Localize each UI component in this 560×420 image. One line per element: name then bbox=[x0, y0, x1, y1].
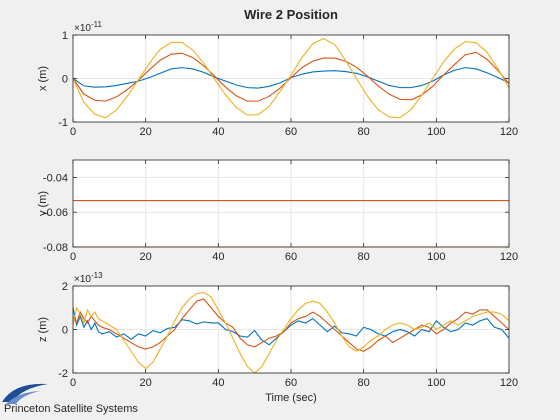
x-tick-label: 100 bbox=[427, 126, 445, 138]
x-tick-label: 100 bbox=[427, 377, 445, 389]
y-axis-label: x (m) bbox=[37, 66, 49, 91]
y-tick-label: 0 bbox=[62, 325, 68, 337]
x-axis-label: Time (sec) bbox=[265, 392, 317, 404]
x-tick-label: 120 bbox=[500, 377, 518, 389]
x-tick-label: 40 bbox=[212, 251, 224, 263]
subplot-1: 0 20 40 60 80 100 120-101×10-11x (m) bbox=[37, 20, 518, 138]
x-tick-label: 0 bbox=[70, 377, 76, 389]
series-line-2 bbox=[73, 51, 509, 102]
x-tick-label: 100 bbox=[427, 251, 445, 263]
logo-swoosh-inner-icon bbox=[6, 391, 40, 404]
x-tick-label: 60 bbox=[285, 377, 297, 389]
y-axis-label: y (m) bbox=[37, 191, 49, 216]
logo: Princeton Satellite Systems bbox=[2, 383, 138, 415]
x-tick-label: 20 bbox=[140, 377, 152, 389]
x-tick-label: 20 bbox=[140, 251, 152, 263]
y-exponent-label: ×10-13 bbox=[74, 271, 103, 285]
y-tick-label: -1 bbox=[58, 117, 68, 129]
y-axis-label: z (m) bbox=[37, 317, 49, 342]
x-tick-label: 20 bbox=[140, 126, 152, 138]
x-tick-label: 60 bbox=[285, 126, 297, 138]
x-tick-label: 0 bbox=[70, 126, 76, 138]
series-line-3 bbox=[73, 291, 509, 374]
y-tick-label: 0 bbox=[62, 74, 68, 86]
x-tick-label: 40 bbox=[212, 126, 224, 138]
y-tick-label: 2 bbox=[62, 281, 68, 293]
x-tick-label: 80 bbox=[358, 251, 370, 263]
y-tick-label: -0.06 bbox=[43, 207, 68, 219]
x-tick-label: 80 bbox=[358, 377, 370, 389]
subplot-2: 0 20 40 60 80 100 120 -0.08 -0.06 -0.04 y (m) bbox=[37, 159, 518, 263]
x-tick-label: 60 bbox=[285, 251, 297, 263]
figure-title: Wire 2 Position bbox=[244, 7, 338, 22]
x-tick-label: 40 bbox=[212, 377, 224, 389]
y-tick-label: -0.04 bbox=[43, 172, 68, 184]
x-tick-label: 120 bbox=[500, 251, 518, 263]
x-tick-label: 120 bbox=[500, 126, 518, 138]
subplot-3: 0 20 40 60 80 100 120-202×10-13z (m)Time (sec) bbox=[37, 271, 518, 404]
series-line-1 bbox=[73, 307, 509, 346]
y-tick-label: -2 bbox=[58, 368, 68, 380]
logo-swoosh-icon bbox=[2, 383, 48, 402]
x-tick-label: 0 bbox=[70, 251, 76, 263]
series-line-3 bbox=[73, 37, 509, 119]
y-tick-label: 1 bbox=[62, 30, 68, 42]
logo-text: Princeton Satellite Systems bbox=[4, 403, 138, 415]
y-tick-label: -0.08 bbox=[43, 242, 68, 254]
y-exponent-label: ×10-11 bbox=[74, 20, 102, 34]
subplots-group: 0 20 40 60 80 100 120-101×10-11x (m)0 20 40 60 80 1… bbox=[37, 20, 518, 404]
x-tick-label: 80 bbox=[358, 126, 370, 138]
